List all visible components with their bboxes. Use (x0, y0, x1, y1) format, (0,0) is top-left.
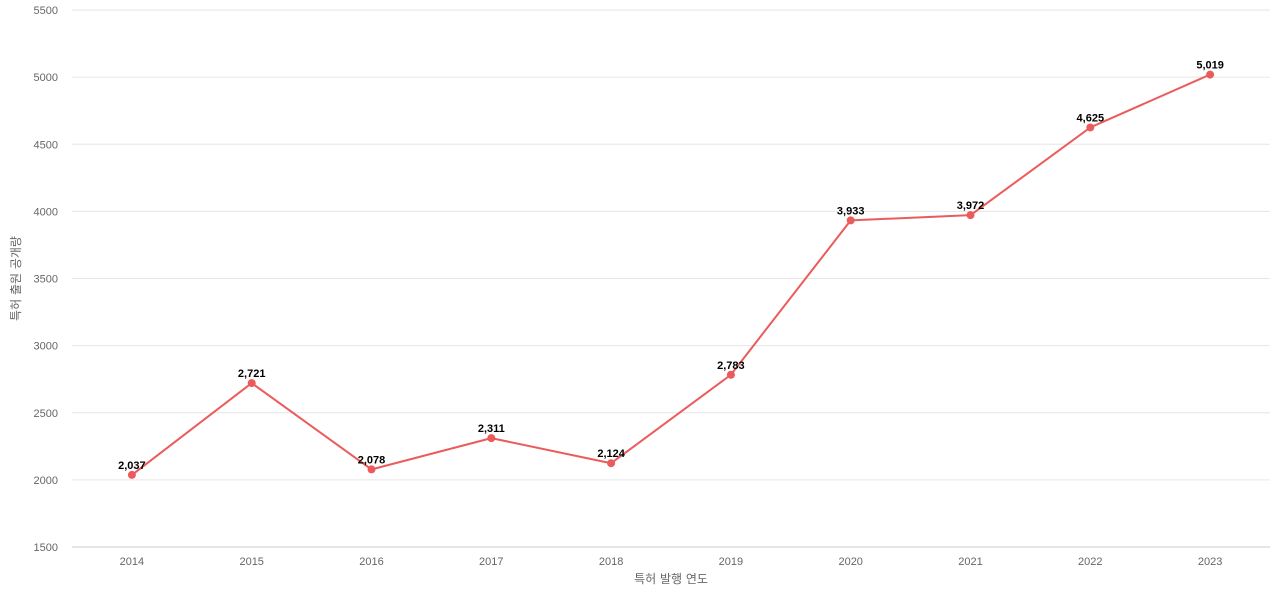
data-point[interactable] (1086, 123, 1095, 132)
data-point[interactable] (966, 211, 975, 220)
data-point[interactable] (1206, 70, 1215, 79)
x-axis-ticks: 2014 2015 2016 2017 2018 2019 2020 2021 2022 2023 (120, 556, 1223, 568)
data-label: 2,783 (717, 360, 745, 372)
x-tick-label: 2023 (1198, 556, 1222, 568)
y-tick-label: 3000 (34, 341, 58, 353)
y-tick-label: 2500 (34, 408, 58, 420)
series-group: 2,037 2,721 2,078 2,311 2,124 2,783 3,933 3,972… (118, 60, 1224, 479)
gridlines (72, 9, 1270, 481)
data-label: 2,078 (358, 454, 386, 466)
y-tick-label: 4500 (34, 139, 58, 151)
y-tick-label: 5000 (34, 72, 58, 84)
x-tick-label: 2021 (958, 556, 982, 568)
y-tick-label: 1500 (34, 542, 58, 554)
x-tick-label: 2020 (838, 556, 862, 568)
data-label: 2,721 (238, 368, 266, 380)
x-tick-label: 2022 (1078, 556, 1102, 568)
data-label: 3,933 (837, 205, 865, 217)
x-tick-label: 2018 (599, 556, 623, 568)
y-tick-label: 4000 (34, 206, 58, 218)
data-label: 2,311 (478, 423, 505, 435)
x-tick-label: 2017 (479, 556, 503, 568)
y-axis-ticks: 1500 2000 2500 3000 3500 4000 4500 5000 5500 (34, 5, 58, 554)
data-label: 2,124 (597, 448, 625, 460)
x-tick-label: 2015 (239, 556, 263, 568)
y-tick-label: 2000 (34, 475, 58, 487)
series-line (131, 73, 1211, 476)
data-label: 3,972 (957, 200, 985, 212)
x-tick-label: 2016 (359, 556, 383, 568)
y-axis-title: 특허 출원 공개량 (9, 236, 23, 321)
y-tick-label: 5500 (34, 5, 58, 17)
data-point[interactable] (127, 470, 136, 479)
data-label: 5,019 (1196, 60, 1224, 72)
data-label: 2,037 (118, 460, 146, 472)
data-point[interactable] (487, 434, 496, 443)
data-point[interactable] (846, 216, 855, 225)
x-tick-label: 2019 (719, 556, 743, 568)
data-label: 4,625 (1077, 112, 1105, 124)
y-tick-label: 3500 (34, 274, 58, 286)
x-axis-title: 특허 발행 연도 (634, 571, 708, 586)
data-point[interactable] (367, 465, 376, 474)
data-point[interactable] (726, 370, 735, 379)
x-tick-label: 2014 (120, 556, 144, 568)
data-point[interactable] (247, 379, 256, 388)
data-point[interactable] (607, 459, 616, 468)
